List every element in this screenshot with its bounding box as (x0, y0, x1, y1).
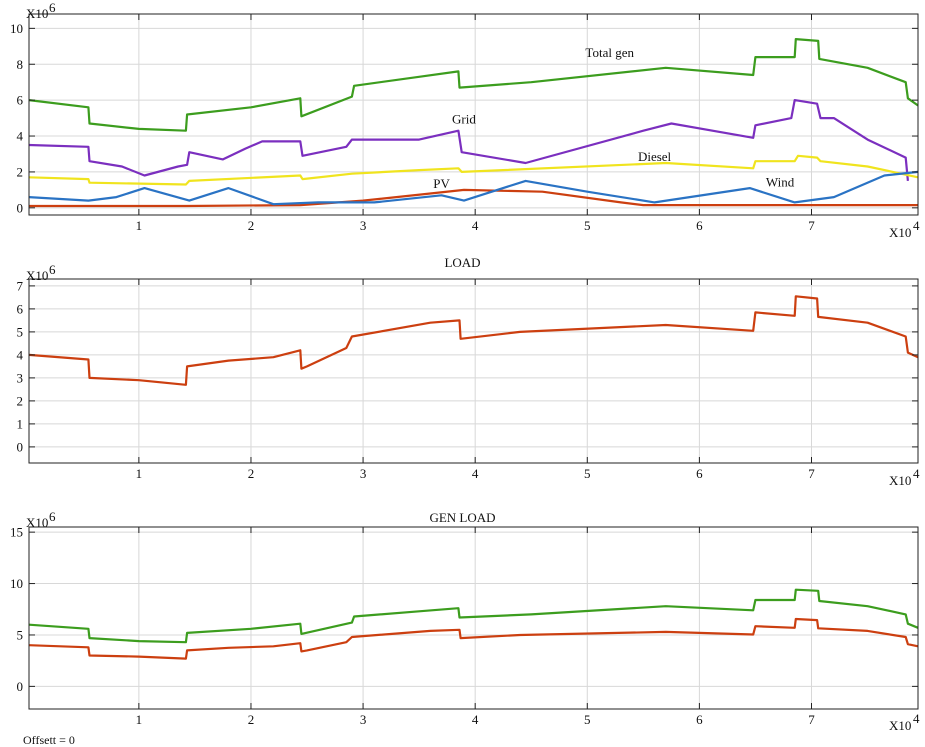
series-line-wind (28, 170, 919, 206)
y-tick-label: 6 (17, 301, 24, 316)
series-line-2 (28, 617, 919, 660)
series-line-1 (28, 295, 919, 386)
x-tick-label: 2 (248, 712, 255, 727)
x-multiplier: X10 (889, 225, 911, 240)
y-exponent: 6 (49, 0, 56, 15)
x-tick-label: 7 (808, 466, 815, 481)
x-tick-label: 5 (584, 712, 591, 727)
plot-frame (28, 278, 919, 464)
y-tick-label: 15 (10, 525, 23, 540)
x-tick-label: 4 (472, 466, 479, 481)
y-tick-label: 0 (17, 679, 24, 694)
chart-title: LOAD (444, 255, 480, 270)
plot-area (29, 14, 918, 215)
x-tick-label: 7 (808, 218, 815, 233)
y-tick-label: 2 (17, 164, 24, 179)
x-tick-label: 6 (696, 712, 703, 727)
plot-area (29, 279, 918, 463)
x-tick-label: 6 (696, 466, 703, 481)
y-tick-label: 4 (17, 347, 24, 362)
y-tick-label: 4 (17, 129, 24, 144)
x-tick-label: 4 (472, 218, 479, 233)
y-tick-label: 10 (10, 576, 23, 591)
x-tick-label: 1 (136, 712, 143, 727)
y-multiplier: X10 (26, 268, 48, 283)
y-tick-label: 1 (17, 416, 24, 431)
plot-frame (28, 526, 919, 710)
x-tick-label: 5 (584, 466, 591, 481)
x-tick-label: 2 (248, 218, 255, 233)
x-tick-label: 3 (360, 466, 367, 481)
series-label-pv: PV (433, 176, 450, 191)
x-exponent: 4 (913, 466, 920, 481)
x-exponent: 4 (913, 711, 920, 726)
x-multiplier: X10 (889, 473, 911, 488)
x-multiplier: X10 (889, 718, 911, 733)
x-tick-label: 6 (696, 218, 703, 233)
series-line-total-gen (28, 37, 919, 132)
y-tick-label: 2 (17, 393, 24, 408)
x-tick-label: 7 (808, 712, 815, 727)
y-multiplier: X10 (26, 6, 48, 21)
y-tick-label: 10 (10, 21, 23, 36)
x-tick-label: 3 (360, 712, 367, 727)
x-tick-label: 1 (136, 218, 143, 233)
y-tick-label: 6 (17, 93, 24, 108)
x-tick-label: 3 (360, 218, 367, 233)
x-tick-label: 1 (136, 466, 143, 481)
y-tick-label: 5 (17, 627, 24, 642)
y-exponent: 6 (49, 509, 56, 524)
series-label-grid: Grid (452, 111, 476, 126)
series-label-total-gen: Total gen (585, 45, 634, 60)
series-line-pv (29, 188, 918, 208)
y-tick-label: 5 (17, 324, 24, 339)
x-tick-label: 2 (248, 466, 255, 481)
series-line-diesel (28, 154, 919, 186)
y-exponent: 6 (49, 262, 56, 277)
series-line-1 (28, 588, 919, 644)
plot-frame (28, 13, 919, 216)
x-tick-label: 5 (584, 218, 591, 233)
y-tick-label: 3 (17, 370, 24, 385)
offset-label: Offsett = 0 (23, 733, 75, 747)
y-tick-label: 8 (17, 57, 24, 72)
series-label-wind: Wind (766, 174, 795, 189)
x-exponent: 4 (913, 218, 920, 233)
series-label-diesel: Diesel (638, 149, 672, 164)
y-tick-label: 0 (17, 439, 24, 454)
series-line-grid (28, 98, 909, 182)
plot-area (29, 527, 918, 709)
y-tick-label: 7 (17, 278, 24, 293)
x-tick-label: 4 (472, 712, 479, 727)
y-multiplier: X10 (26, 515, 48, 530)
y-tick-label: 0 (17, 200, 24, 215)
chart-title: GEN LOAD (429, 510, 495, 525)
